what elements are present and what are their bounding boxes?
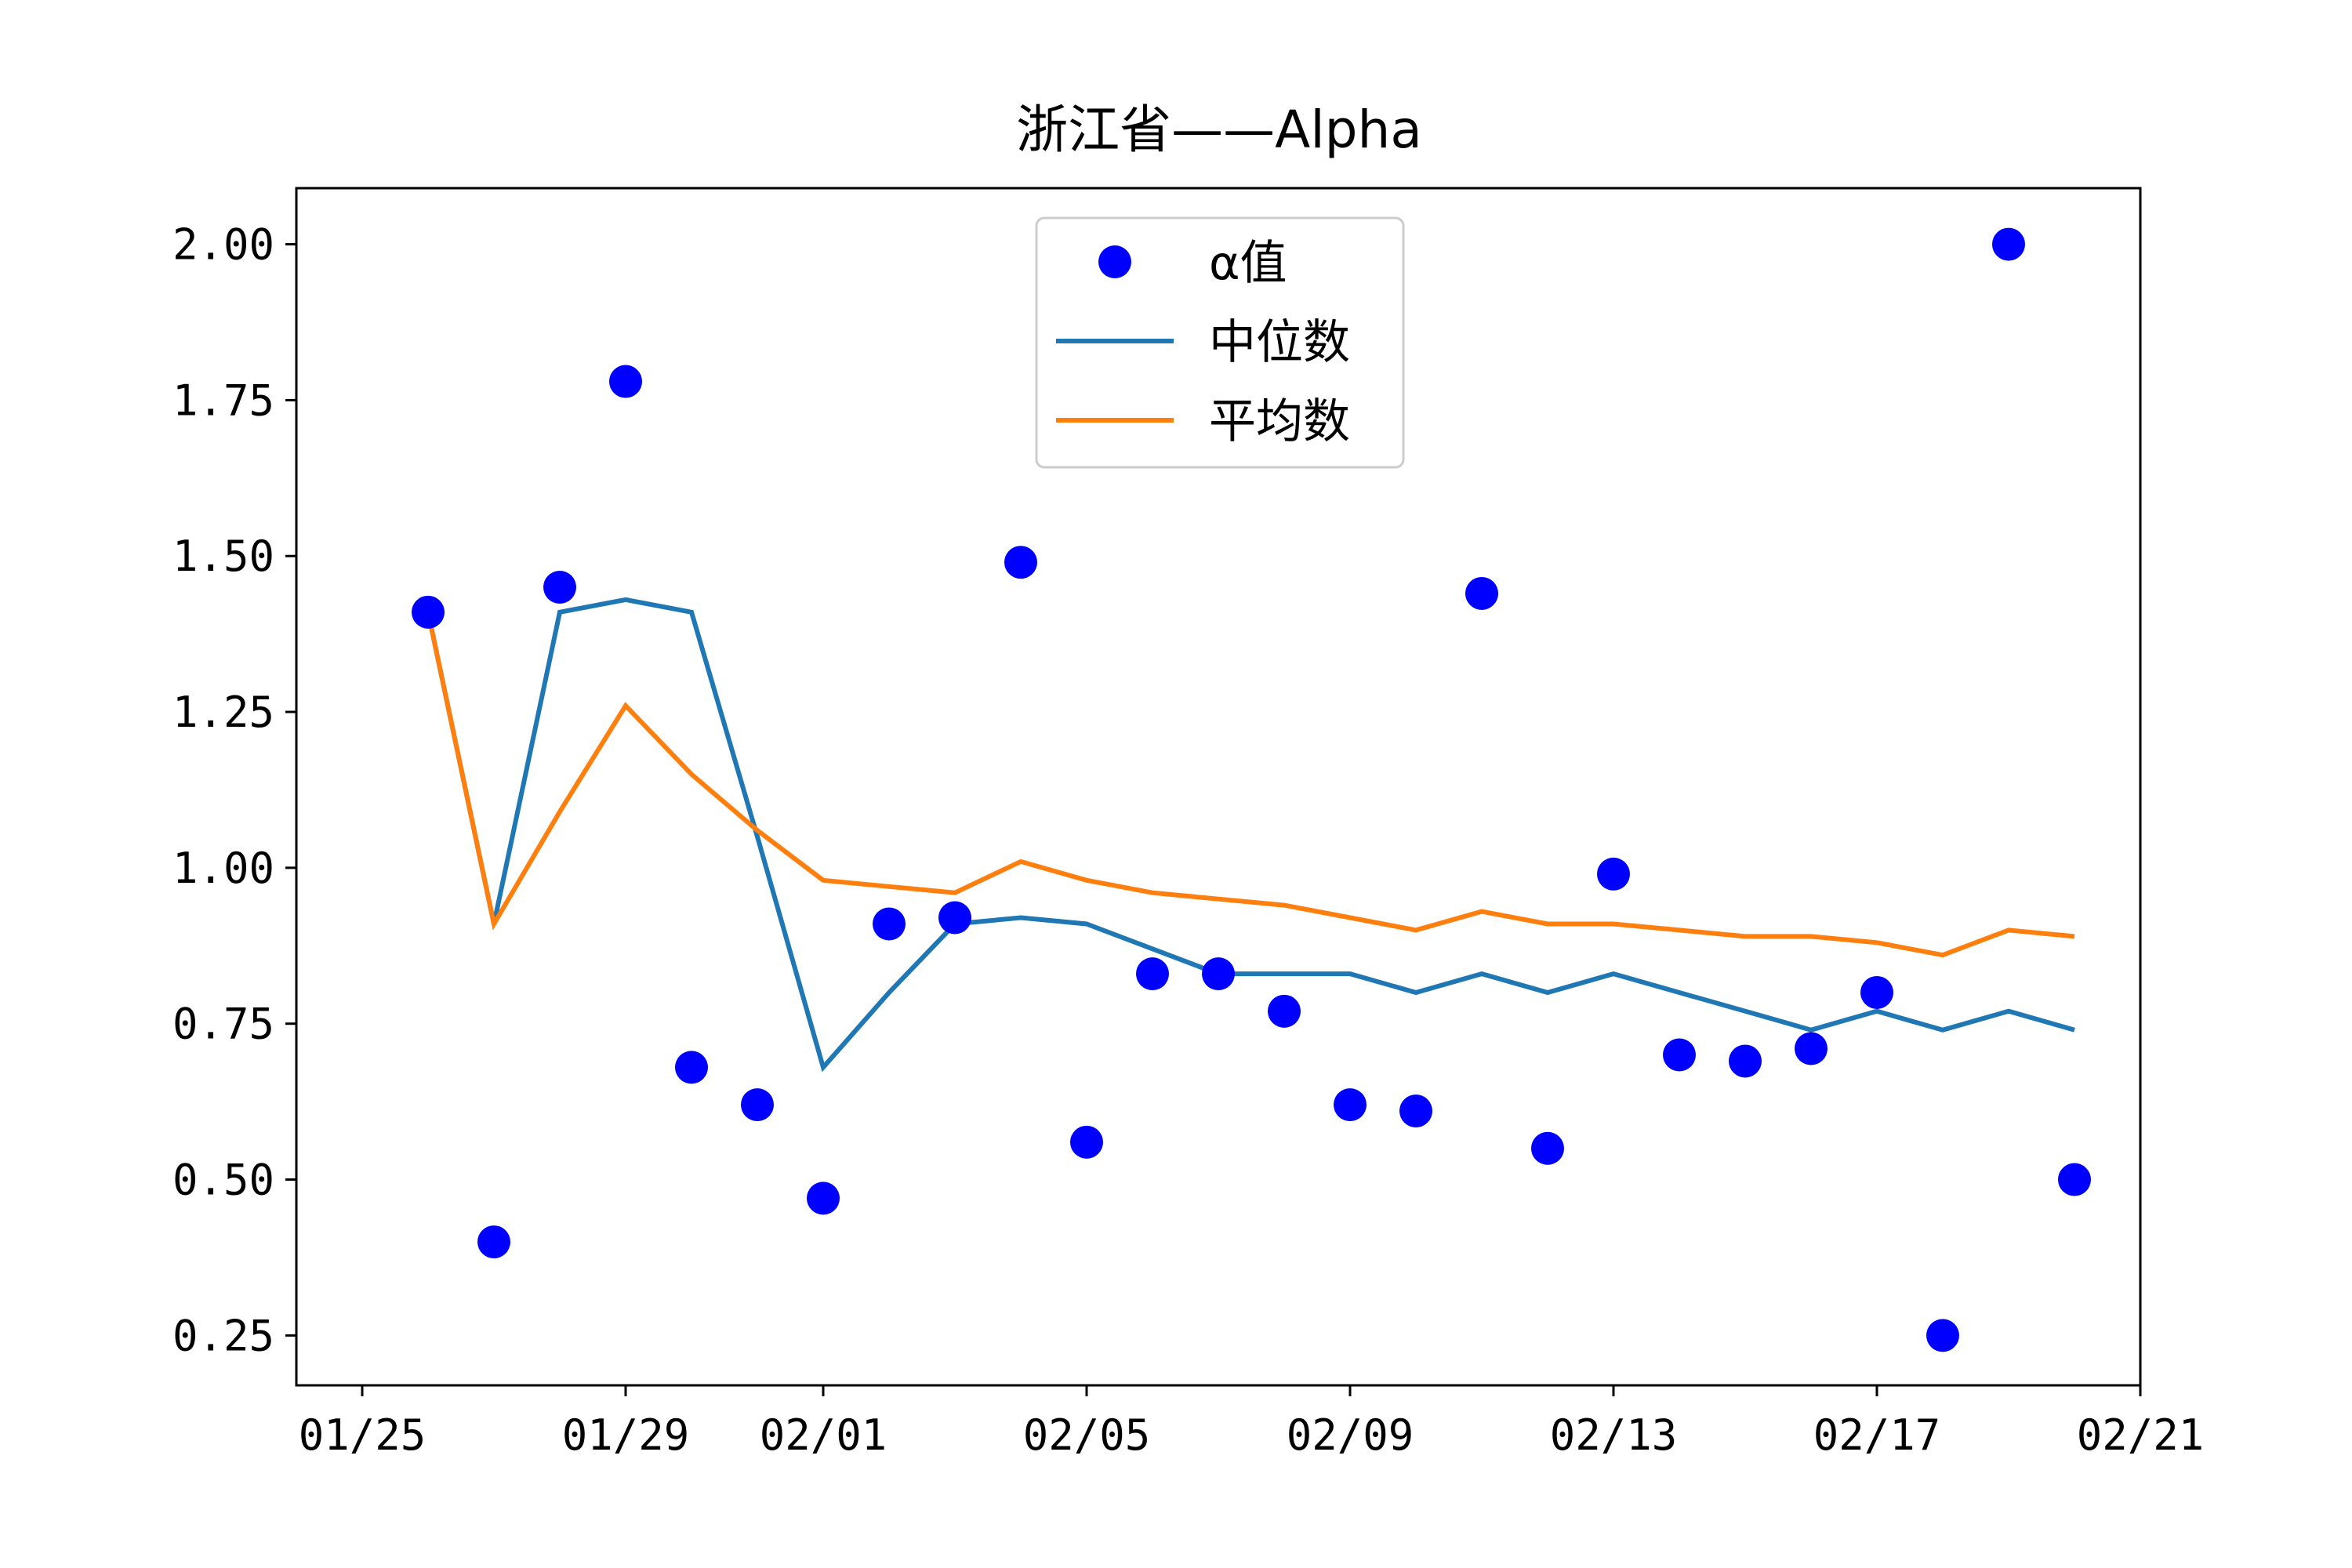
scatter-point xyxy=(477,1225,510,1259)
y-axis: 0.25 0.50 0.75 1.00 1.25 1.50 1.75 2.00 xyxy=(172,220,296,1360)
series-line-1 xyxy=(426,597,2075,1073)
scatter-point xyxy=(1795,1032,1828,1065)
y-tick-label: 0.25 xyxy=(172,1311,274,1360)
y-tick-label: 1.25 xyxy=(172,688,274,737)
series-line-2 xyxy=(426,612,2075,958)
scatter-point xyxy=(675,1051,708,1084)
x-axis: 01/25 01/29 02/01 02/05 02/09 02/13 02/17 02/21 xyxy=(299,1385,2205,1460)
y-tick-label: 0.50 xyxy=(172,1156,274,1205)
scatter-point xyxy=(1926,1319,1959,1352)
scatter-point xyxy=(1729,1044,1762,1078)
scatter-point xyxy=(543,571,576,604)
y-tick-label: 1.50 xyxy=(172,532,274,581)
plot-area xyxy=(412,227,2091,1352)
legend-label: 平均数 xyxy=(1209,394,1350,449)
scatter-point xyxy=(1004,546,1037,579)
y-tick-label: 0.75 xyxy=(172,1000,274,1049)
scatter-point xyxy=(1136,957,1169,991)
scatter-point xyxy=(1070,1125,1103,1159)
x-tick-label: 02/13 xyxy=(1550,1410,1678,1460)
legend-box xyxy=(1035,216,1405,469)
x-tick-label: 01/29 xyxy=(562,1410,690,1460)
plot-frame xyxy=(295,187,2142,1387)
scatter-point xyxy=(1860,975,1893,1009)
scatter-point xyxy=(1202,957,1235,991)
scatter-point xyxy=(1334,1088,1367,1122)
scatter-point xyxy=(609,365,642,398)
y-tick-label: 1.00 xyxy=(172,844,274,893)
scatter-point xyxy=(1992,227,2025,261)
scatter-point xyxy=(1268,994,1301,1028)
y-tick-label: 2.00 xyxy=(172,220,274,270)
legend-label: 中位数 xyxy=(1209,315,1350,370)
scatter-point xyxy=(938,901,971,935)
chart-title: 浙江省——Alpha xyxy=(1016,100,1422,160)
scatter-point xyxy=(741,1088,774,1122)
scatter-point xyxy=(1399,1094,1432,1128)
x-tick-label: 02/17 xyxy=(1813,1410,1941,1460)
x-tick-label: 02/21 xyxy=(2077,1410,2205,1460)
y-tick-label: 1.75 xyxy=(172,376,274,425)
x-tick-label: 01/25 xyxy=(299,1410,426,1460)
scatter-point xyxy=(807,1181,840,1215)
scatter-point xyxy=(1465,576,1498,610)
x-tick-label: 02/09 xyxy=(1287,1410,1414,1460)
scatter-point xyxy=(1597,857,1630,891)
scatter-point xyxy=(412,595,445,629)
scatter-point xyxy=(873,907,906,941)
x-tick-label: 02/01 xyxy=(760,1410,887,1460)
scatter-point xyxy=(2058,1163,2091,1196)
x-tick-label: 02/05 xyxy=(1023,1410,1151,1460)
scatter-point xyxy=(1663,1038,1696,1072)
legend-label: α值 xyxy=(1209,236,1287,291)
legend-marker xyxy=(1098,245,1131,278)
scatter-point xyxy=(1531,1131,1564,1165)
